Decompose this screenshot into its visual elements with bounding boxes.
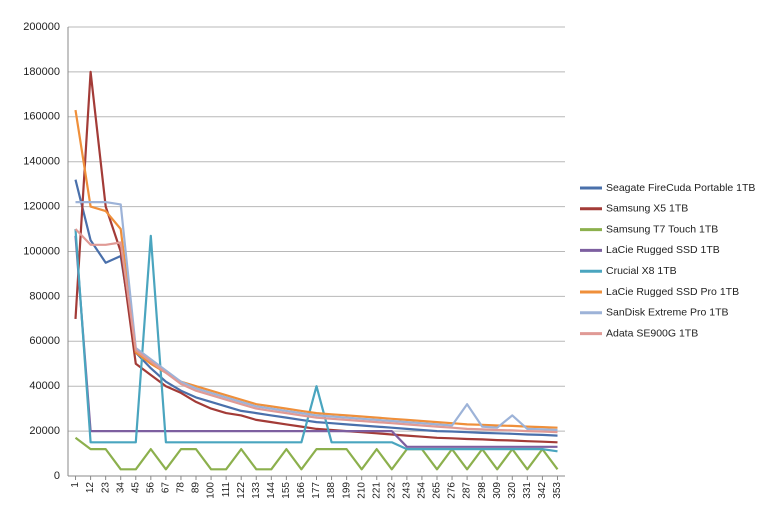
y-tick-label: 160000	[23, 111, 60, 123]
x-tick-label: 232	[386, 482, 397, 499]
x-tick-label: 122	[236, 482, 247, 499]
x-tick-label: 100	[206, 482, 217, 499]
x-tick-label: 320	[507, 482, 518, 499]
y-tick-label: 40000	[29, 380, 60, 392]
legend-label: Crucial X8 1TB	[606, 265, 677, 277]
y-tick-label: 100000	[23, 245, 60, 257]
x-tick-label: 177	[311, 482, 322, 499]
x-tick-label: 12	[85, 482, 96, 494]
y-tick-label: 120000	[23, 201, 60, 213]
x-tick-label: 331	[522, 482, 533, 499]
legend-label: Samsung X5 1TB	[606, 203, 688, 215]
x-tick-label: 144	[266, 482, 277, 499]
legend-label: LaCie Rugged SSD 1TB	[606, 244, 720, 256]
x-tick-label: 56	[145, 482, 156, 494]
legend-label: Samsung T7 Touch 1TB	[606, 223, 718, 235]
x-tick-label: 265	[432, 482, 443, 499]
series-line	[74, 228, 558, 434]
x-tick-label: 287	[462, 482, 473, 499]
series-line	[74, 109, 558, 429]
x-tick-label: 298	[477, 482, 488, 499]
x-tick-label: 254	[417, 482, 428, 499]
x-tick-label: 188	[326, 482, 337, 499]
x-tick-label: 342	[537, 482, 548, 499]
x-tick-label: 199	[341, 482, 352, 499]
series-line	[74, 228, 558, 453]
x-tick-label: 23	[100, 482, 111, 494]
x-tick-label: 89	[191, 482, 202, 494]
y-tick-label: 180000	[23, 66, 60, 78]
y-tick-label: 0	[54, 470, 60, 482]
y-tick-label: 200000	[23, 21, 60, 33]
x-tick-label: 276	[447, 482, 458, 499]
x-tick-label: 34	[115, 482, 126, 494]
x-tick-label: 210	[356, 482, 367, 499]
x-tick-label: 353	[552, 482, 563, 499]
x-tick-label: 133	[251, 482, 262, 499]
x-tick-label: 166	[296, 482, 307, 499]
y-tick-label: 20000	[29, 425, 60, 437]
x-tick-label: 243	[402, 482, 413, 499]
y-tick-label: 140000	[23, 156, 60, 168]
legend-label: SanDisk Extreme Pro 1TB	[606, 307, 729, 319]
x-tick-label: 78	[176, 482, 187, 494]
x-tick-label: 67	[161, 482, 172, 494]
series-line	[74, 179, 558, 437]
x-tick-label: 111	[221, 482, 232, 498]
x-tick-label: 309	[492, 482, 503, 499]
y-tick-label: 60000	[29, 335, 60, 347]
x-tick-label: 45	[130, 482, 141, 494]
x-tick-label: 1	[70, 482, 81, 488]
series-line	[74, 436, 559, 471]
x-tick-label: 221	[371, 482, 382, 499]
legend-label: Adata SE900G 1TB	[606, 327, 698, 339]
series-line	[74, 70, 558, 444]
y-tick-label: 80000	[29, 290, 60, 302]
legend-label: Seagate FireCuda Portable 1TB	[606, 182, 755, 194]
x-tick-label: 155	[281, 482, 292, 499]
legend-label: LaCie Rugged SSD Pro 1TB	[606, 286, 739, 298]
series-line	[74, 235, 558, 448]
series-line	[75, 201, 558, 432]
